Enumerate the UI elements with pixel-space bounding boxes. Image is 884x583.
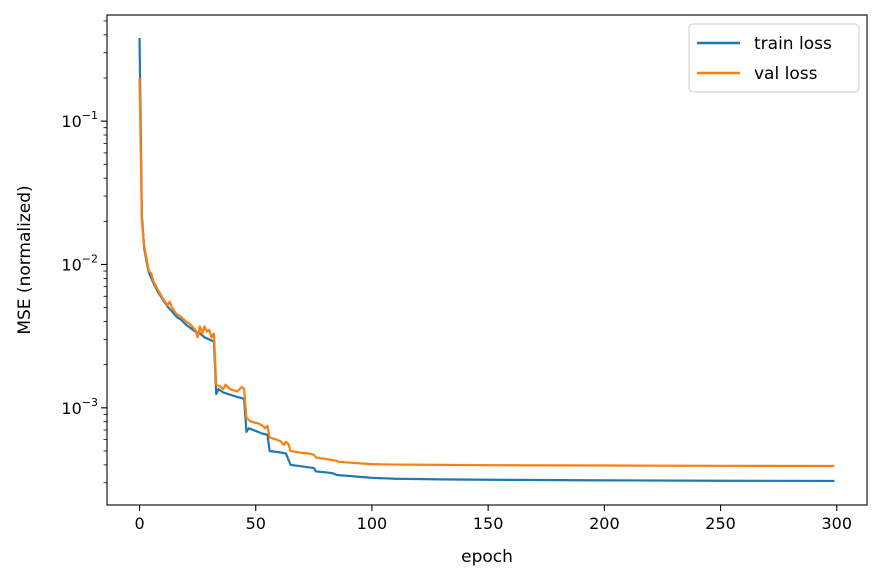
y-tick-label: 10−2 [61, 252, 98, 274]
series-line-val-loss [138, 77, 835, 468]
plot-area [107, 15, 867, 505]
y-tick-label: 10−3 [61, 396, 98, 418]
series-line-train-loss [138, 38, 835, 483]
x-tick-label: 50 [246, 514, 266, 533]
legend-box [688, 23, 860, 93]
y-axis-ticks: 10−1 10−2 10−3 [61, 20, 107, 484]
x-tick-label: 0 [134, 514, 144, 533]
plot-frame [106, 14, 868, 506]
legend-label-val: val loss [754, 64, 818, 84]
y-tick-label: 10−1 [61, 109, 98, 131]
legend-label-train: train loss [754, 34, 832, 54]
x-axis-label: epoch [461, 547, 513, 567]
series-lines [138, 38, 835, 483]
x-axis-ticks: 0 50 100 150 200 250 300 [134, 505, 852, 533]
x-tick-label: 250 [705, 514, 736, 533]
x-tick-label: 150 [473, 514, 504, 533]
y-axis-label: MSE (normalized) [15, 185, 35, 334]
x-tick-label: 100 [357, 514, 388, 533]
x-tick-label: 200 [589, 514, 620, 533]
x-tick-label: 300 [822, 514, 853, 533]
legend: train loss val loss [688, 23, 860, 93]
